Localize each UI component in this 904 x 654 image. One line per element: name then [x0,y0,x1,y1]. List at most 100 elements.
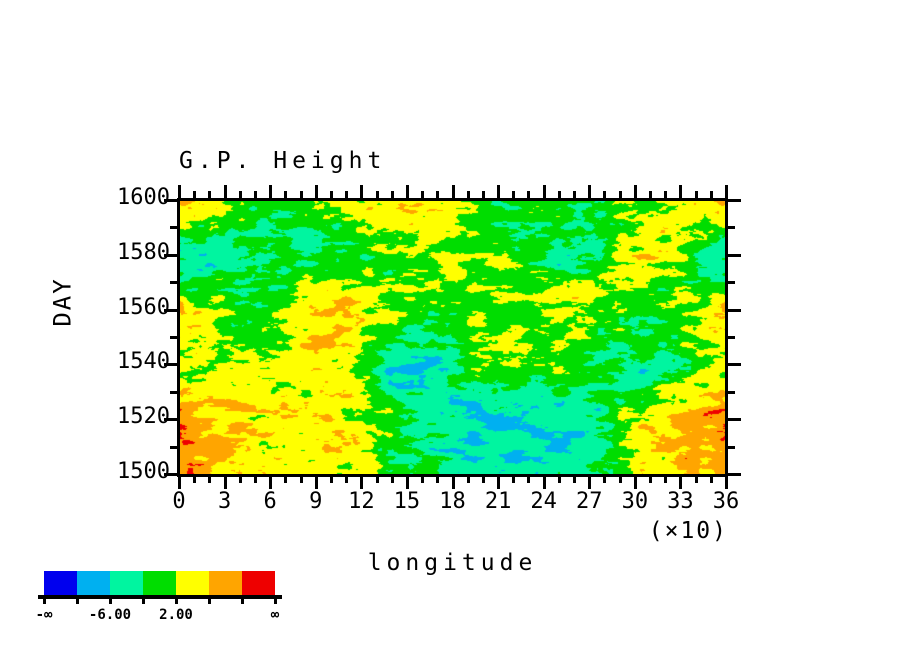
x-tick-bottom-minor [345,476,348,483]
axis-frame-bottom [179,474,728,477]
x-tick-bottom-major [406,476,409,489]
colorbar-band-3 [110,571,143,597]
colorbar-tick [274,595,277,604]
x-tick-bottom-minor [330,476,333,483]
y-tick-right-major [728,473,741,476]
x-tick-top-minor [254,191,257,198]
x-tick-bottom-minor [467,476,470,483]
x-tick-bottom-minor [391,476,394,483]
y-tick-left-major [164,199,177,202]
y-tick-label: 1560 [117,294,170,320]
x-tick-top-minor [619,191,622,198]
x-tick-label: 15 [393,489,421,514]
y-tick-left-minor [170,391,177,394]
x-tick-bottom-major [269,476,272,489]
y-tick-label: 1500 [117,459,170,484]
x-tick-top-minor [467,191,470,198]
x-tick-label: 36 [712,489,740,514]
x-tick-top-minor [558,191,561,198]
x-tick-label: 24 [530,489,557,514]
x-tick-bottom-minor [527,476,530,483]
x-tick-top-minor [193,191,196,198]
y-tick-left-major [164,363,177,366]
y-tick-left-minor [170,281,177,284]
x-tick-top-minor [284,191,287,198]
colorbar-band-6 [209,571,242,597]
x-tick-top-minor [436,191,439,198]
x-tick-top-minor [695,191,698,198]
colorbar-tick [142,595,145,604]
x-tick-top-major [224,185,227,198]
y-tick-label: 1540 [117,349,170,375]
y-tick-right-major [728,418,741,421]
x-tick-bottom-major [315,476,318,489]
x-tick-label: 30 [621,489,649,514]
x-tick-bottom-minor [254,476,257,483]
x-tick-top-minor [300,191,303,198]
x-tick-top-minor [208,191,211,198]
x-tick-top-major [543,185,546,198]
x-tick-top-minor [345,191,348,198]
x-tick-label: 3 [217,489,232,514]
colorbar-tick [208,595,211,604]
y-tick-left-major [164,473,177,476]
x-tick-bottom-minor [664,476,667,483]
x-tick-bottom-major [543,476,546,489]
x-tick-bottom-major [452,476,455,489]
x-tick-label: 0 [172,489,186,514]
x-tick-top-minor [330,191,333,198]
x-tick-label: 6 [263,489,277,514]
colorbar-tick-label: -∞ [35,607,53,623]
x-tick-bottom-minor [208,476,211,483]
x-axis-multiplier-note: (×10) [648,518,728,544]
x-tick-top-minor [710,191,713,198]
x-tick-bottom-minor [603,476,606,483]
x-tick-bottom-major [588,476,591,489]
x-tick-bottom-minor [512,476,515,483]
x-tick-bottom-major [360,476,363,489]
x-tick-top-major [360,185,363,198]
x-tick-top-minor [664,191,667,198]
colorbar-band-7 [242,571,275,597]
x-tick-top-minor [603,191,606,198]
x-tick-bottom-minor [193,476,196,483]
x-tick-label: 33 [667,489,694,514]
colorbar-tick [241,595,244,604]
x-tick-top-major [588,185,591,198]
x-tick-bottom-major [224,476,227,489]
x-axis-title: longitude [367,550,538,576]
y-tick-right-minor [728,391,735,394]
y-tick-right-minor [728,226,735,229]
y-tick-left-minor [170,336,177,339]
y-tick-left-major [164,254,177,257]
axis-frame-top [179,198,728,201]
y-tick-left-major [164,309,177,312]
x-tick-bottom-minor [695,476,698,483]
y-tick-right-minor [728,281,735,284]
colorbar-tick [175,595,178,604]
x-tick-top-major [269,185,272,198]
x-tick-top-minor [482,191,485,198]
x-tick-label: 27 [576,489,603,514]
y-tick-label: 1520 [117,404,170,430]
x-tick-bottom-minor [573,476,576,483]
x-tick-top-major [452,185,455,198]
x-tick-top-major [634,185,637,198]
x-tick-bottom-minor [649,476,652,483]
x-tick-bottom-minor [710,476,713,483]
x-tick-top-minor [239,191,242,198]
x-tick-top-minor [376,191,379,198]
x-tick-bottom-minor [284,476,287,483]
x-tick-bottom-minor [558,476,561,483]
x-tick-top-minor [421,191,424,198]
y-tick-right-minor [728,446,735,449]
y-tick-left-minor [170,446,177,449]
y-tick-right-minor [728,336,735,339]
y-tick-left-major [164,418,177,421]
x-tick-bottom-major [725,476,728,489]
x-tick-top-minor [391,191,394,198]
colorbar-tick-label: -6.00 [88,607,132,623]
x-tick-top-major [679,185,682,198]
colorbar-tick-label: 2.00 [159,607,193,623]
x-tick-top-major [497,185,500,198]
